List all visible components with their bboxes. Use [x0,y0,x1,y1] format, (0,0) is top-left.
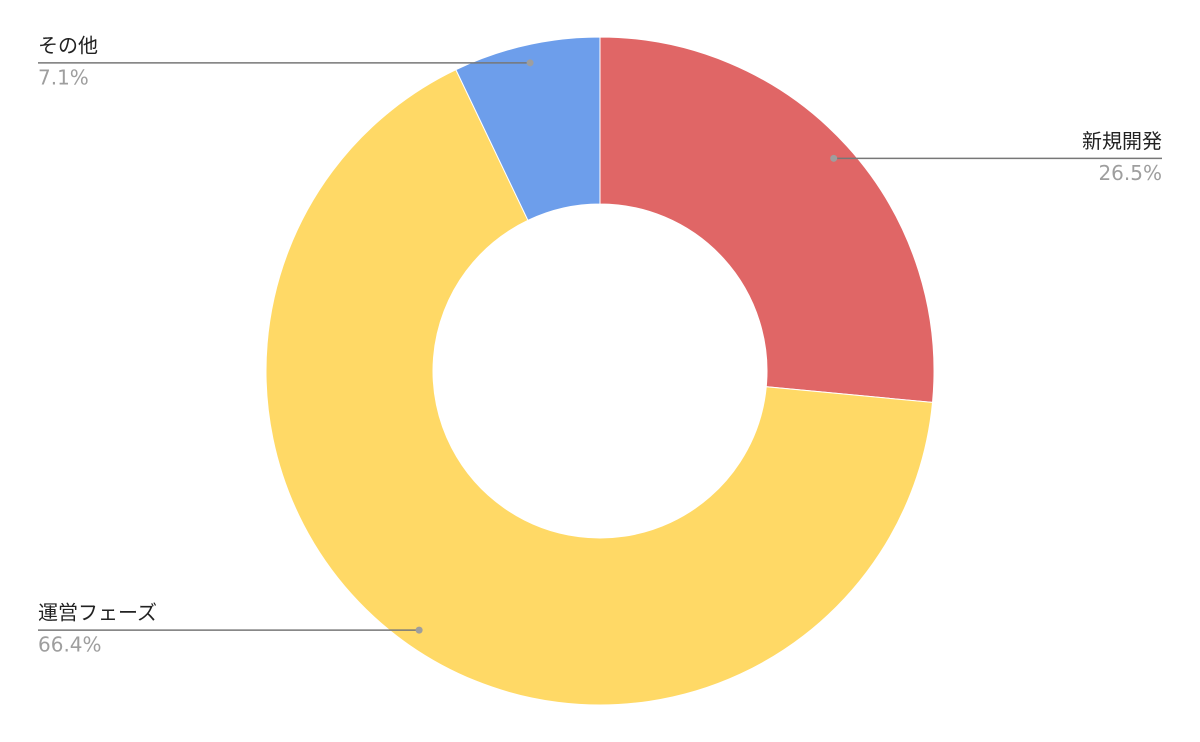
donut-slice [265,69,934,706]
donut-slice [599,36,935,403]
leader-dot [415,626,423,634]
slice-value: 66.4% [38,633,102,657]
leader-dot [830,154,838,162]
slice-label: 運営フェーズ [38,601,157,625]
leader-dot [526,59,534,67]
slice-label: その他 [38,33,98,57]
slice-value: 7.1% [38,65,89,89]
donut-slice [455,36,601,222]
slice-label: 新規開発 [1082,129,1162,153]
slice-value: 26.5% [1098,161,1162,185]
